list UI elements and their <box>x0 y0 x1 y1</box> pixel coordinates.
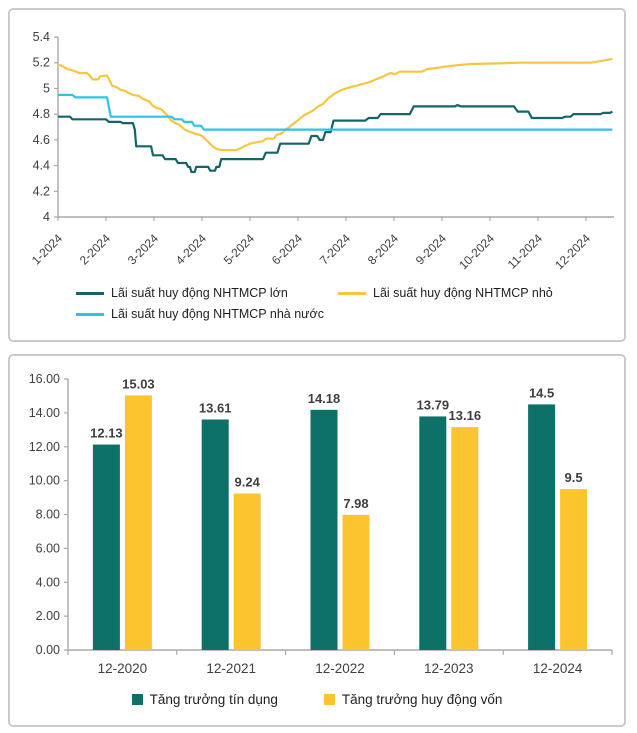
legend-square-swatch <box>131 694 143 705</box>
legend-label: Lãi suất huy động NHTMCP lớn <box>111 286 288 300</box>
bar-value-label: 9.5 <box>565 470 583 485</box>
x-tick-label: 8-2024 <box>365 231 402 268</box>
legend-line-swatch <box>76 291 104 295</box>
y-tick-label: 0.00 <box>36 643 60 657</box>
y-tick-label: 4.4 <box>33 159 50 173</box>
bar-deposit-12-2024 <box>560 489 588 650</box>
bar-credit-12-2023 <box>419 416 447 650</box>
y-tick-label: 8.00 <box>36 508 60 522</box>
legend-label: Tăng trưởng tín dụng <box>149 692 278 707</box>
x-tick-label: 5-2024 <box>221 231 258 268</box>
bar-chart-legend: Tăng trưởng tín dụng Tăng trưởng huy động… <box>10 692 624 707</box>
bar-deposit-12-2020 <box>124 395 152 650</box>
x-category-label: 12-2022 <box>315 661 365 676</box>
y-tick-label: 12.00 <box>29 440 60 454</box>
legend-row: Lãi suất huy động NHTMCP nhà nước <box>76 307 624 321</box>
legend-line-swatch <box>338 291 366 295</box>
y-tick-label: 2.00 <box>36 609 60 623</box>
legend-item: Lãi suất huy động NHTMCP nhà nước <box>76 307 338 321</box>
y-tick-label: 5.2 <box>33 56 50 70</box>
y-tick-label: 14.00 <box>29 406 60 420</box>
x-category-label: 12-2023 <box>424 661 474 676</box>
y-tick-label: 4.2 <box>33 184 50 198</box>
series-line-2 <box>58 93 613 131</box>
legend-line-swatch <box>76 312 104 316</box>
bar-value-label: 13.79 <box>417 397 450 412</box>
series-line-0 <box>58 103 613 174</box>
x-tick-label: 12-2024 <box>552 231 593 272</box>
legend-label: Lãi suất huy động NHTMCP nhỏ <box>373 286 553 300</box>
bar-deposit-12-2021 <box>233 493 261 650</box>
bar-chart: 16.00 14.00 12.00 10.00 8.00 6.00 4.00 2.00 0.00… <box>29 372 613 676</box>
bar-credit-12-2021 <box>201 419 229 650</box>
y-tick-label: 16.00 <box>29 372 60 386</box>
growth-bar-chart-panel: 16.00 14.00 12.00 10.00 8.00 6.00 4.00 2.00 0.00… <box>8 354 626 727</box>
legend-item: Lãi suất huy động NHTMCP lớn <box>76 286 338 300</box>
legend-square-swatch <box>323 694 335 705</box>
x-tick-label: 9-2024 <box>413 231 450 268</box>
bar-credit-12-2024 <box>528 404 556 650</box>
bar-value-label: 15.03 <box>122 376 155 391</box>
interest-rate-line-chart-panel: 5.4 5.2 5 4.8 4.6 4.4 4.2 4 1-2024 2-2024 3-2024 4-… <box>8 8 626 342</box>
y-tick-label: 4.00 <box>36 575 60 589</box>
bar-value-label: 12.13 <box>90 426 123 441</box>
bar-value-label: 7.98 <box>343 496 368 511</box>
y-tick-label: 5 <box>43 81 50 95</box>
line-chart-legend: Lãi suất huy động NHTMCP lớn Lãi suất huy… <box>10 286 624 321</box>
bar-credit-12-2022 <box>310 409 338 650</box>
x-tick-label: 7-2024 <box>317 231 354 268</box>
x-tick-label: 2-2024 <box>77 231 114 268</box>
bar-value-label: 14.5 <box>529 385 554 400</box>
series-line-1 <box>57 57 613 152</box>
x-tick-label: 1-2024 <box>29 231 66 268</box>
y-tick-label: 4 <box>43 210 50 224</box>
bar-deposit-12-2023 <box>451 427 479 650</box>
x-tick-label: 4-2024 <box>173 231 210 268</box>
y-tick-label: 6.00 <box>36 541 60 555</box>
y-tick-label: 10.00 <box>29 474 60 488</box>
bar-value-label: 13.16 <box>449 408 482 423</box>
bar-deposit-12-2022 <box>342 514 370 650</box>
legend-label: Tăng trưởng huy động vốn <box>341 692 503 707</box>
bar-value-label: 9.24 <box>235 474 261 489</box>
legend-row: Lãi suất huy động NHTMCP lớn Lãi suất huy… <box>76 286 624 300</box>
x-tick-label: 3-2024 <box>125 231 162 268</box>
bar-credit-12-2020 <box>92 444 120 650</box>
legend-item: Tăng trưởng huy động vốn <box>323 692 503 707</box>
bar-value-label: 13.61 <box>199 400 232 415</box>
line-chart: 5.4 5.2 5 4.8 4.6 4.4 4.2 4 1-2024 2-2024 3-2024 4-… <box>29 30 614 272</box>
x-category-label: 12-2020 <box>98 661 148 676</box>
x-category-label: 12-2021 <box>206 661 256 676</box>
y-tick-label: 4.8 <box>33 107 50 121</box>
y-tick-label: 4.6 <box>33 133 50 147</box>
x-tick-label: 11-2024 <box>505 231 546 272</box>
x-tick-label: 10-2024 <box>456 231 497 272</box>
x-category-label: 12-2024 <box>533 661 583 676</box>
legend-label: Lãi suất huy động NHTMCP nhà nước <box>111 307 324 321</box>
legend-item: Tăng trưởng tín dụng <box>131 692 278 707</box>
legend-item: Lãi suất huy động NHTMCP nhỏ <box>338 286 553 300</box>
y-tick-label: 5.4 <box>33 30 50 44</box>
x-tick-label: 6-2024 <box>269 231 306 268</box>
bar-value-label: 14.18 <box>308 391 341 406</box>
